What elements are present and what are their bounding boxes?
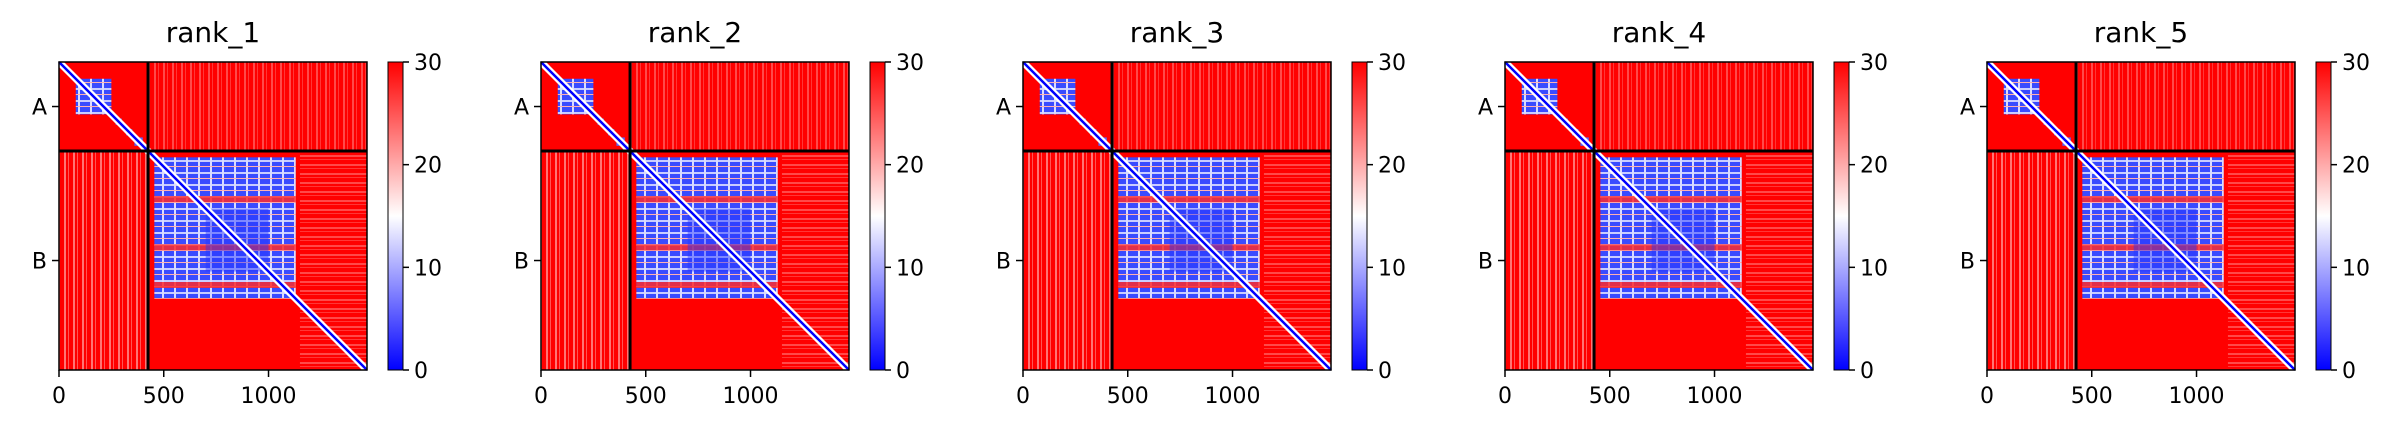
heatmap-band: [154, 244, 296, 251]
colorbar-tick-label: 10: [1378, 256, 1406, 281]
panel-title: rank_2: [648, 16, 742, 49]
heatmap-band: [154, 282, 296, 288]
heatmap-texture-ab: [148, 62, 367, 152]
colorbar-tick-label: 0: [2342, 359, 2356, 384]
heatmap-texture-ab: [2076, 62, 2295, 152]
y-tick-label: A: [32, 96, 47, 121]
x-tick-label: 500: [143, 384, 185, 409]
heatmap-band: [154, 196, 296, 203]
heatmap-texture-ba: [1987, 151, 2077, 370]
heatmap-diagonal: [1986, 61, 2296, 371]
colorbar-tick-label: 30: [414, 51, 442, 76]
heatmap-texture-ab: [630, 62, 849, 152]
panel-3: rank_3 0 500 1000 A B 0 10 20 30: [996, 16, 1406, 409]
colorbar-tick-label: 20: [1860, 154, 1888, 179]
panel-4: rank_4 0 500 1000 A B 0 10 20 30: [1478, 16, 1888, 409]
x-tick-label: 500: [1589, 384, 1631, 409]
x-tick-label: 500: [625, 384, 667, 409]
heatmap-band: [1118, 244, 1260, 251]
colorbar-tick-label: 30: [896, 51, 924, 76]
colorbar-tick-label: 10: [896, 256, 924, 281]
colorbar-tick-label: 30: [1378, 51, 1406, 76]
x-tick-label: 0: [534, 384, 548, 409]
heatmap-texture-ab: [1112, 62, 1331, 152]
heatmap-band: [1600, 196, 1742, 203]
panel-title: rank_1: [166, 16, 260, 49]
heatmap-diagonal: [1022, 61, 1332, 371]
heatmap-texture-ba: [541, 151, 631, 370]
axes-frame: [1022, 61, 1332, 371]
heatmap-band: [636, 244, 778, 251]
panel-1: rank_1 0 500 1000 A B 0 10 20 30: [32, 16, 442, 409]
heatmap-band: [1600, 282, 1742, 288]
x-tick-label: 0: [1016, 384, 1030, 409]
axes-frame: [58, 61, 368, 371]
colorbar: [869, 61, 886, 371]
heatmap-band: [1118, 282, 1260, 288]
colorbar-tick-label: 20: [414, 154, 442, 179]
colorbar-tick-label: 10: [1860, 256, 1888, 281]
heatmap-band: [1118, 196, 1260, 203]
colorbar-tick-label: 20: [1378, 154, 1406, 179]
heatmap-texture-ba: [1505, 151, 1595, 370]
colorbar: [2315, 61, 2332, 371]
x-tick-label: 1000: [241, 384, 297, 409]
heatmap-band: [2082, 282, 2224, 288]
panel-5: rank_5 0 500 1000 A B 0 10 20 30: [1960, 16, 2370, 409]
y-tick-label: B: [32, 250, 47, 275]
heatmap-diagonal: [540, 61, 850, 371]
heatmap-band: [636, 282, 778, 288]
y-tick-label: A: [996, 96, 1011, 121]
y-tick-label: A: [1960, 96, 1975, 121]
y-tick-label: A: [514, 96, 529, 121]
colorbar-tick-label: 20: [2342, 154, 2370, 179]
y-tick-label: B: [514, 250, 529, 275]
colorbar-tick-label: 0: [896, 359, 910, 384]
heatmap-band: [636, 196, 778, 203]
x-tick-label: 1000: [1687, 384, 1743, 409]
panel-2: rank_2 0 500 1000 A B 0 10 20 30: [514, 16, 924, 409]
heatmap-diagonal: [1504, 61, 1814, 371]
colorbar-tick-label: 30: [2342, 51, 2370, 76]
panel-title: rank_3: [1130, 16, 1224, 49]
y-tick-label: A: [1478, 96, 1493, 121]
heatmap-band: [2082, 196, 2224, 203]
panel-title: rank_4: [1612, 16, 1706, 49]
colorbar: [1351, 61, 1368, 371]
colorbar-tick-label: 0: [1860, 359, 1874, 384]
x-tick-label: 0: [52, 384, 66, 409]
y-tick-label: B: [1478, 250, 1493, 275]
x-tick-label: 1000: [2169, 384, 2225, 409]
colorbar-tick-label: 10: [2342, 256, 2370, 281]
heatmap-band: [2082, 244, 2224, 251]
heatmap-texture-ba: [59, 151, 149, 370]
heatmap-diagonal: [58, 61, 368, 371]
x-tick-label: 1000: [1205, 384, 1261, 409]
colorbar: [1833, 61, 1850, 371]
y-tick-label: B: [1960, 250, 1975, 275]
x-tick-label: 500: [2071, 384, 2113, 409]
x-tick-label: 500: [1107, 384, 1149, 409]
colorbar-tick-label: 30: [1860, 51, 1888, 76]
colorbar-tick-label: 0: [1378, 359, 1392, 384]
axes-frame: [1986, 61, 2296, 371]
colorbar-tick-label: 0: [414, 359, 428, 384]
colorbar-tick-label: 10: [414, 256, 442, 281]
heatmap-band: [1600, 244, 1742, 251]
y-tick-label: B: [996, 250, 1011, 275]
x-tick-label: 1000: [723, 384, 779, 409]
axes-frame: [1504, 61, 1814, 371]
colorbar: [387, 61, 404, 371]
panel-title: rank_5: [2094, 16, 2188, 49]
axes-frame: [540, 61, 850, 371]
heatmap-texture-ab: [1594, 62, 1813, 152]
x-tick-label: 0: [1498, 384, 1512, 409]
colorbar-tick-label: 20: [896, 154, 924, 179]
heatmap-texture-ba: [1023, 151, 1113, 370]
x-tick-label: 0: [1980, 384, 1994, 409]
